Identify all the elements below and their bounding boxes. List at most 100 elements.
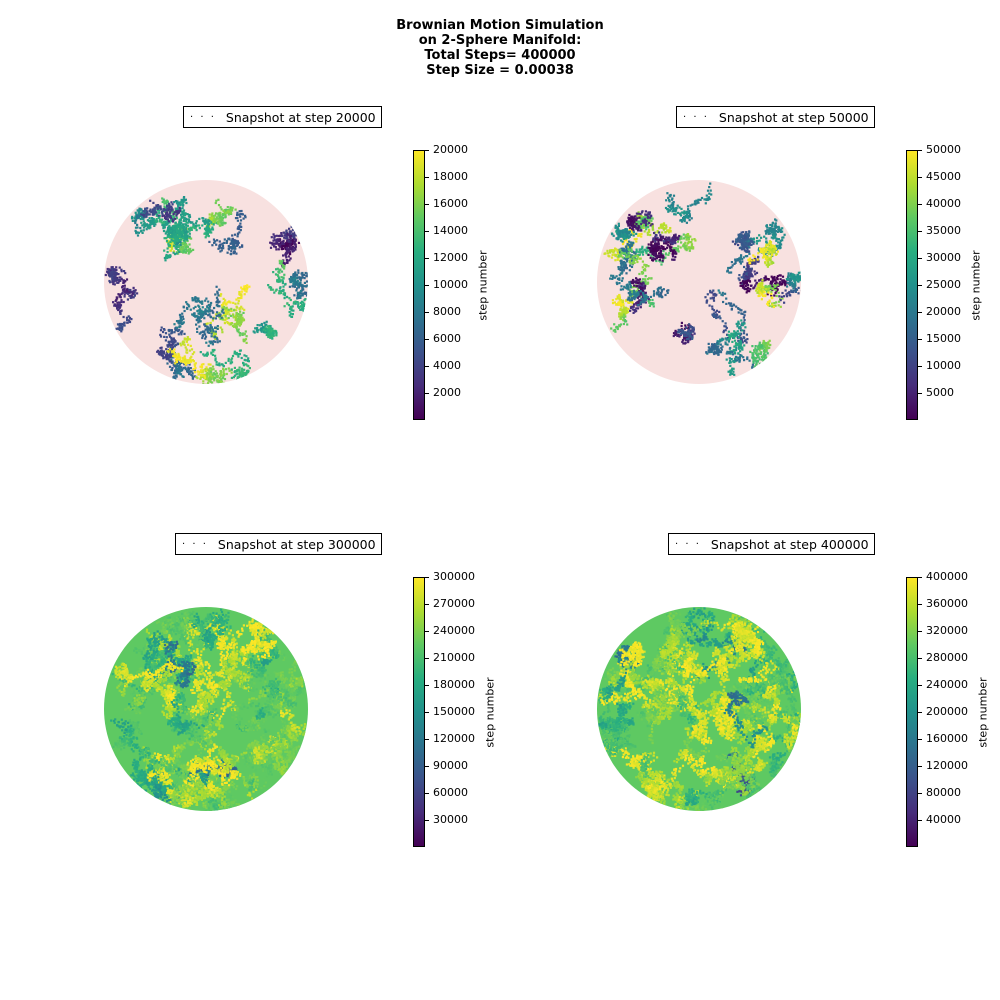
scatter-point (288, 297, 291, 300)
scatter-point (781, 230, 784, 233)
scatter-point (174, 371, 177, 374)
scatter-point (210, 370, 213, 373)
scatter-point (292, 238, 295, 241)
title-line-3: Total Steps= 400000 (0, 48, 1000, 63)
scatter-point (231, 241, 234, 244)
scatter-point (733, 330, 736, 333)
scatter-point (776, 244, 779, 247)
scatter-point (616, 258, 619, 261)
scatter-point (136, 292, 139, 295)
scatter-point (113, 303, 116, 306)
scatter-point (117, 293, 120, 296)
scatter-point (291, 250, 294, 253)
scatter-point (225, 241, 228, 244)
scatter-point (173, 331, 176, 334)
scatter-point (746, 269, 749, 272)
scatter-point (714, 311, 717, 314)
scatter-point (647, 243, 650, 246)
scatter-point (753, 350, 756, 353)
scatter-point (227, 357, 230, 360)
scatter-point (120, 270, 123, 273)
scatter-point (632, 220, 635, 223)
scatter-point (765, 346, 769, 349)
scatter-point (280, 276, 283, 279)
scatter-point (732, 333, 735, 336)
scatter-point (664, 238, 667, 241)
scatter-point (279, 286, 282, 289)
scatter-point (162, 352, 165, 355)
scatter-point (244, 214, 247, 217)
scatter-point (653, 249, 656, 253)
scatter-point (729, 352, 732, 355)
scatter-point (184, 228, 187, 231)
scatter-point (243, 288, 246, 291)
scatter-point (211, 226, 214, 229)
scatter-point (614, 247, 617, 250)
scatter-point (296, 291, 299, 294)
scatter-point (180, 225, 183, 228)
scatter-point (649, 233, 652, 237)
scatter-point (248, 285, 251, 288)
scatter-point (223, 305, 226, 309)
scatter-point (211, 216, 214, 220)
scatter-point (117, 303, 120, 306)
scatter-point (652, 238, 655, 241)
scatter-point (182, 200, 185, 204)
scatter-point (274, 273, 278, 276)
scatter-point (685, 235, 689, 238)
scatter-point (767, 341, 770, 344)
scatter-point (243, 354, 246, 357)
scatter-point (164, 259, 167, 262)
scatter-point (191, 374, 194, 377)
scatter-point (655, 255, 658, 258)
scatter-point (775, 301, 778, 304)
scatter-point (166, 215, 169, 218)
scatter-point (206, 329, 209, 333)
scatter-point (207, 229, 210, 232)
scatter-point (771, 224, 774, 227)
scatter-point (123, 287, 126, 290)
scatter-point (648, 228, 651, 231)
scatter-point (689, 235, 692, 238)
scatter-point (159, 206, 162, 209)
scatter-point (762, 359, 765, 362)
scatter-point (215, 296, 219, 299)
scatter-point (214, 201, 217, 205)
scatter-point (159, 333, 162, 336)
scatter-point (650, 254, 653, 257)
scatter-point (190, 373, 193, 376)
scatter-point (290, 279, 293, 282)
scatter-point (289, 312, 292, 315)
scatter-point (118, 293, 121, 296)
scatter-point (175, 214, 178, 217)
scatter-point (181, 241, 184, 244)
scatter-point (746, 266, 749, 269)
scatter-point (207, 379, 210, 382)
scatter-point (651, 223, 654, 226)
scatter-point (658, 258, 661, 261)
scatter-point (220, 218, 223, 221)
scatter-point (202, 353, 205, 356)
scatter-point (177, 366, 180, 369)
scatter-point (738, 240, 741, 243)
scatter-point (171, 366, 174, 370)
scatter-point (727, 334, 730, 337)
scatter-point (615, 325, 619, 328)
scatter-point (198, 325, 201, 328)
scatter-point (238, 324, 241, 327)
scatter-point (275, 234, 278, 237)
scatter-point (285, 261, 288, 264)
scatter-point (233, 246, 236, 250)
scatter-point (145, 228, 148, 231)
scatter-point (206, 327, 209, 330)
scatter-point (214, 326, 217, 329)
scatter-point (237, 315, 240, 318)
scatter-point (763, 352, 766, 355)
scatter-point (283, 236, 286, 239)
scatter-point (662, 237, 665, 240)
scatter-point (669, 239, 672, 243)
scatter-point (665, 226, 668, 229)
scatter-point (728, 361, 731, 364)
scatter-point (107, 269, 110, 272)
scatter-point (197, 298, 200, 302)
